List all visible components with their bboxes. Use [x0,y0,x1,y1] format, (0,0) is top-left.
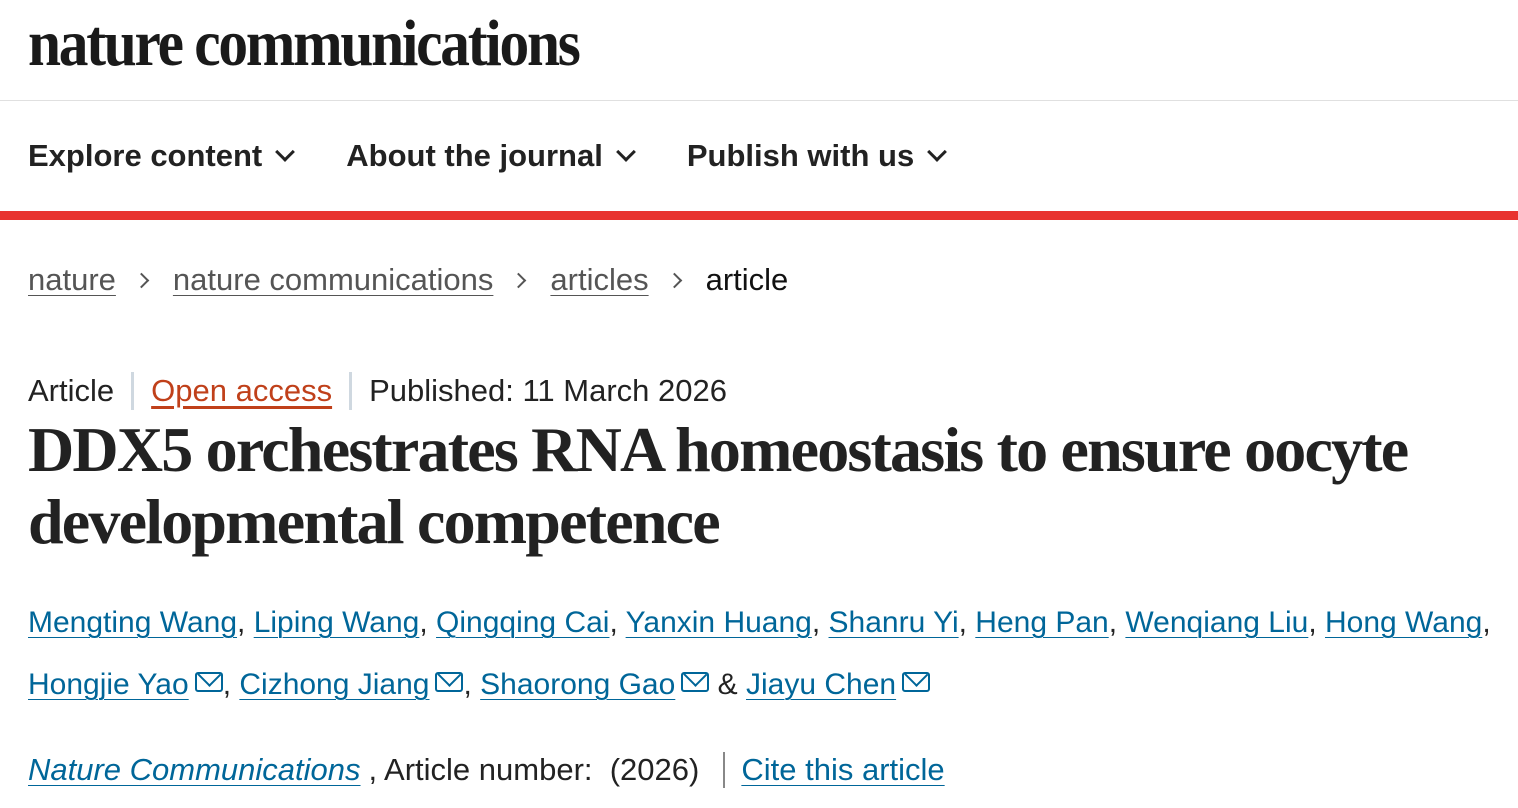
open-access-link[interactable]: Open access [151,373,333,408]
breadcrumb-nature[interactable]: nature [28,262,116,297]
citation-line: Nature Communications , Article number: … [28,752,945,788]
divider [349,372,353,410]
nav-explore-content[interactable]: Explore content [28,138,296,174]
chevron-down-icon [275,142,296,162]
nav-label: Publish with us [686,138,915,173]
breadcrumb-nature-communications[interactable]: nature communications [172,262,494,297]
chevron-right-icon [133,272,150,288]
email-icon[interactable] [681,672,710,692]
cite-this-article-link[interactable]: Cite this article [741,752,945,787]
author-link[interactable]: Wenqiang Liu [1125,606,1309,639]
nav-label: Explore content [28,138,263,173]
author-link[interactable]: Jiayu Chen [746,668,897,701]
nav-publish-with-us[interactable]: Publish with us [686,138,948,174]
breadcrumb-articles[interactable]: articles [550,262,649,297]
chevron-down-icon [927,142,948,162]
author-link[interactable]: Yanxin Huang [625,606,812,639]
chevron-down-icon [615,142,636,162]
author-link[interactable]: Qingqing Cai [436,606,610,639]
author-link[interactable]: Heng Pan [975,606,1109,639]
nav-about-journal[interactable]: About the journal [346,138,636,174]
article-number: , Article number: (2026) [368,752,700,787]
author-link[interactable]: Shanru Yi [828,606,959,639]
author-link[interactable]: Hongjie Yao [28,668,189,701]
breadcrumb-current: article [705,262,789,297]
published-date: Published: 11 March 2026 [369,373,727,408]
email-icon[interactable] [902,672,931,692]
author-link[interactable]: Liping Wang [253,606,420,639]
chevron-right-icon [511,272,527,288]
email-icon[interactable] [194,672,223,692]
breadcrumb: nature nature communications articles ar… [28,262,788,298]
author-list: Mengting Wang, Liping Wang, Qingqing Cai… [28,606,1491,701]
author-link[interactable]: Mengting Wang [28,606,238,639]
main-nav: Explore content About the journal Publis… [0,101,1518,220]
divider [131,372,135,410]
email-icon[interactable] [435,672,464,692]
article-title: DDX5 orchestrates RNA homeostasis to ens… [28,414,1409,557]
author-link[interactable]: Hong Wang [1325,606,1483,639]
article-type: Article [28,373,115,408]
journal-logo[interactable]: nature communications [28,7,581,80]
divider [723,752,726,788]
chevron-right-icon [666,272,682,288]
author-link[interactable]: Cizhong Jiang [239,668,430,701]
author-link[interactable]: Shaorong Gao [480,668,676,701]
article-meta: Article Open access Published: 11 March … [28,372,727,410]
journal-link[interactable]: Nature Communications [28,752,361,787]
nav-label: About the journal [346,138,603,173]
site-header: nature communications [0,0,1518,101]
